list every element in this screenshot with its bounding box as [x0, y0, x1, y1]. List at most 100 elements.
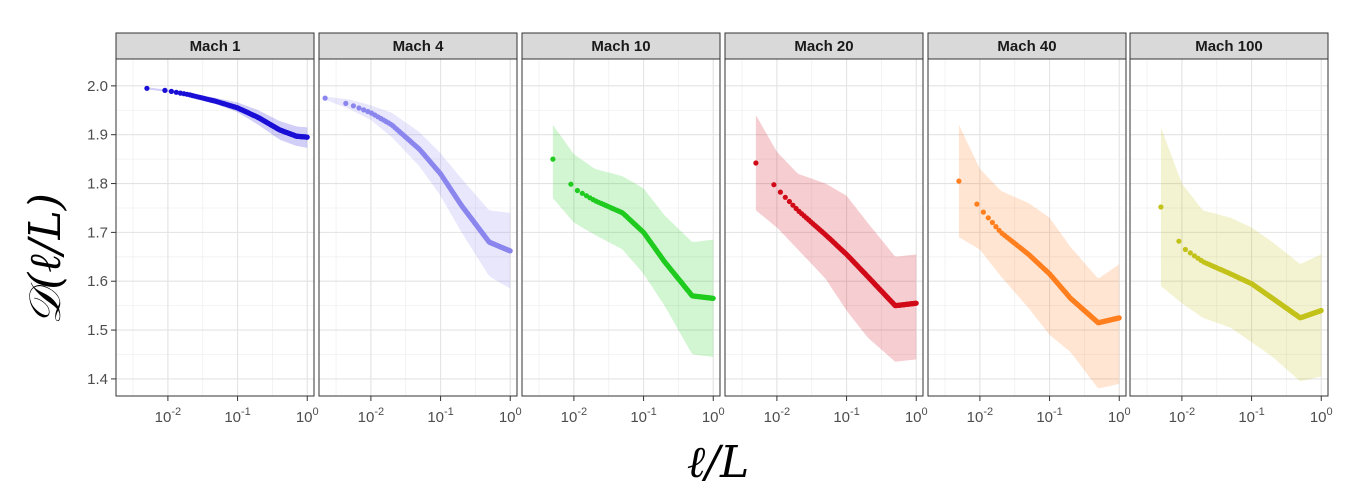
y-tick-label: 1.9	[87, 127, 108, 144]
y-tick-label: 1.6	[87, 273, 108, 290]
x-tick-label: 10-1	[1238, 406, 1264, 426]
data-point	[782, 194, 788, 200]
x-tick-label: 10-1	[630, 406, 656, 426]
data-point	[550, 156, 556, 162]
data-point	[1318, 307, 1324, 314]
data-point	[168, 88, 174, 94]
panel-background	[319, 59, 517, 396]
panel-background	[522, 59, 720, 396]
data-point	[771, 182, 777, 188]
panel-background	[725, 59, 923, 396]
y-axis: 1.4 1.5 1.6 1.7 1.8 1.9 2.0	[87, 78, 116, 388]
facet-strip	[521, 32, 721, 60]
data-point	[356, 105, 362, 111]
facet-panel: Mach 10 10-2 10-1 100	[521, 32, 725, 426]
data-point	[1176, 238, 1182, 244]
x-tick-label: 10-2	[1169, 406, 1195, 426]
confidence-band	[325, 96, 511, 289]
data-point	[162, 87, 168, 93]
x-tick-label: 100	[1310, 406, 1333, 426]
panel-data	[550, 124, 716, 357]
data-point	[173, 89, 179, 95]
facet-panel: Mach 100 10-2 10-1 100	[1129, 32, 1333, 426]
data-point	[1182, 246, 1188, 253]
panel-background	[116, 59, 314, 396]
x-tick-label: 10-1	[1036, 406, 1062, 426]
panel-data	[753, 115, 919, 362]
grid-lines	[522, 59, 720, 396]
facet-strip	[1129, 32, 1329, 60]
x-tick-label: 10-2	[764, 406, 790, 426]
facet-title: Mach 1	[190, 38, 241, 55]
x-tick-label: 100	[296, 406, 319, 426]
panel-data	[322, 95, 513, 289]
data-point	[1158, 204, 1164, 210]
data-point	[777, 189, 784, 195]
grid-lines	[928, 59, 1126, 396]
facet-strip	[927, 32, 1127, 60]
x-axis-label: ℓ/L	[687, 437, 749, 488]
confidence-band	[755, 115, 917, 362]
data-point	[579, 190, 585, 196]
panel-border	[724, 58, 924, 397]
x-tick-label: 10-2	[155, 406, 181, 426]
panel-data	[144, 85, 310, 148]
x-tick-label: 10-1	[833, 406, 859, 426]
panel-border	[115, 58, 315, 397]
data-point	[350, 103, 356, 109]
facet-title: Mach 10	[591, 38, 650, 55]
data-point	[1116, 315, 1122, 321]
data-point	[753, 160, 759, 166]
panel-border	[521, 58, 721, 397]
y-tick-label: 1.7	[87, 224, 108, 241]
data-point	[304, 134, 310, 140]
grid-lines	[116, 59, 314, 396]
panel-data	[956, 124, 1122, 389]
data-point	[322, 95, 328, 101]
x-tick-label: 10-2	[561, 406, 587, 426]
facet-panel: Mach 1 10-2 10-1 100	[115, 32, 319, 426]
data-point	[985, 215, 991, 221]
facet-strip	[115, 32, 315, 60]
data-point	[956, 178, 962, 184]
confidence-band	[552, 124, 714, 357]
y-axis-label: 𝒟(ℓ/L)	[20, 193, 71, 325]
y-tick-label: 1.5	[87, 322, 108, 339]
y-tick-label: 2.0	[87, 78, 108, 95]
facet-title: Mach 100	[1195, 38, 1263, 55]
data-point	[993, 224, 999, 230]
panel-background	[1130, 59, 1328, 396]
x-tick-label: 10-1	[427, 406, 453, 426]
facet-title: Mach 20	[794, 38, 853, 55]
x-tick-label: 100	[905, 406, 928, 426]
data-point	[989, 219, 996, 226]
data-point	[361, 107, 367, 113]
panel-border	[1129, 58, 1329, 397]
x-tick-label: 100	[702, 406, 725, 426]
x-tick-label: 100	[499, 406, 522, 426]
data-point	[786, 198, 793, 205]
x-tick-label: 10-2	[967, 406, 993, 426]
x-tick-label: 100	[1108, 406, 1131, 426]
data-point	[1187, 250, 1193, 256]
data-point	[574, 187, 581, 194]
data-point	[790, 202, 796, 208]
facet-title: Mach 4	[393, 38, 445, 55]
data-point	[974, 201, 980, 207]
facet-strip	[724, 32, 924, 60]
panel-border	[318, 58, 518, 397]
panel-background	[928, 59, 1126, 396]
data-point	[913, 300, 919, 306]
facet-panel: Mach 20 10-2 10-1 100	[724, 32, 928, 426]
y-tick-label: 1.8	[87, 176, 108, 193]
panel-border	[927, 58, 1127, 397]
grid-lines	[725, 59, 923, 396]
data-point	[144, 85, 150, 91]
y-tick-label: 1.4	[87, 371, 108, 388]
data-point	[507, 248, 513, 254]
confidence-band	[1160, 127, 1322, 382]
data-point	[568, 181, 574, 187]
facet-title: Mach 40	[997, 38, 1056, 55]
